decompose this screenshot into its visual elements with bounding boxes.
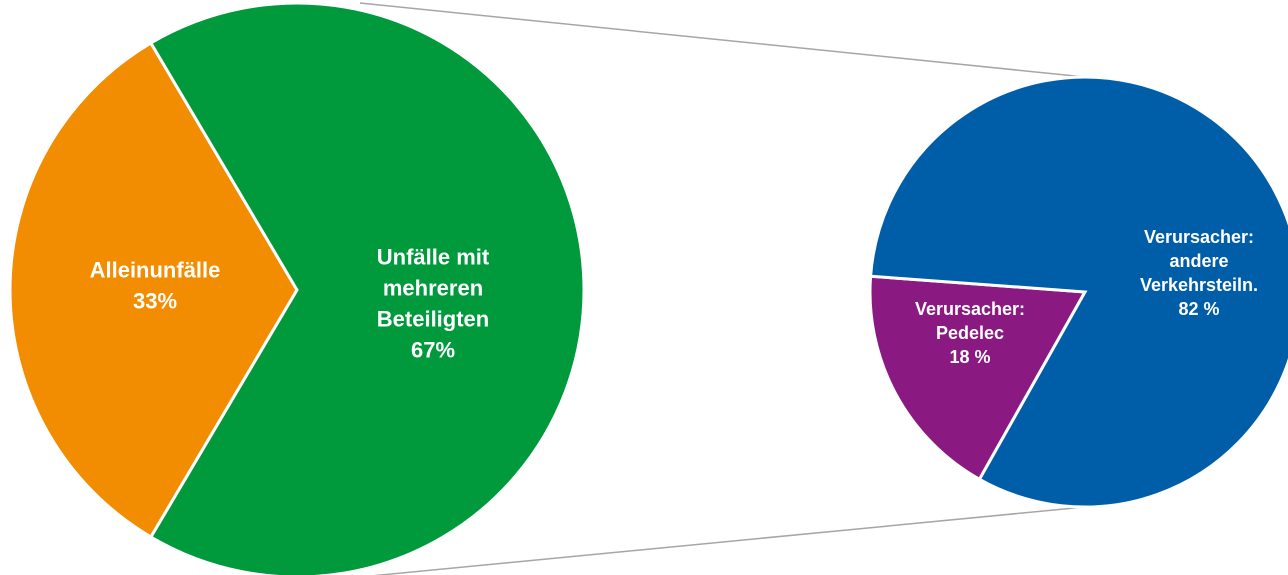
slice-label: Beteiligten: [377, 306, 489, 331]
slice-label: Alleinunfälle: [90, 257, 221, 282]
pie-slice: [8, 40, 299, 540]
slice-label: mehreren: [383, 275, 483, 300]
slice-label: Pedelec: [936, 323, 1004, 343]
slice-value-label: 18 %: [949, 347, 990, 367]
slice-label: Unfälle mit: [377, 244, 490, 269]
slice-value-label: 33%: [133, 288, 177, 313]
pie-slice: [868, 274, 1088, 482]
connector-line: [359, 2, 1086, 78]
pie-slice: [148, 1, 586, 575]
slice-value-label: 82 %: [1178, 299, 1219, 319]
slice-label: andere: [1169, 251, 1228, 271]
slice-value-label: 67%: [411, 337, 455, 362]
slice-label: Verkehrsteiln.: [1140, 275, 1258, 295]
slice-label: Verursacher:: [915, 299, 1025, 319]
pie-slice: [868, 75, 1288, 509]
slice-label: Verursacher:: [1144, 227, 1254, 247]
connector-line: [372, 506, 1086, 575]
